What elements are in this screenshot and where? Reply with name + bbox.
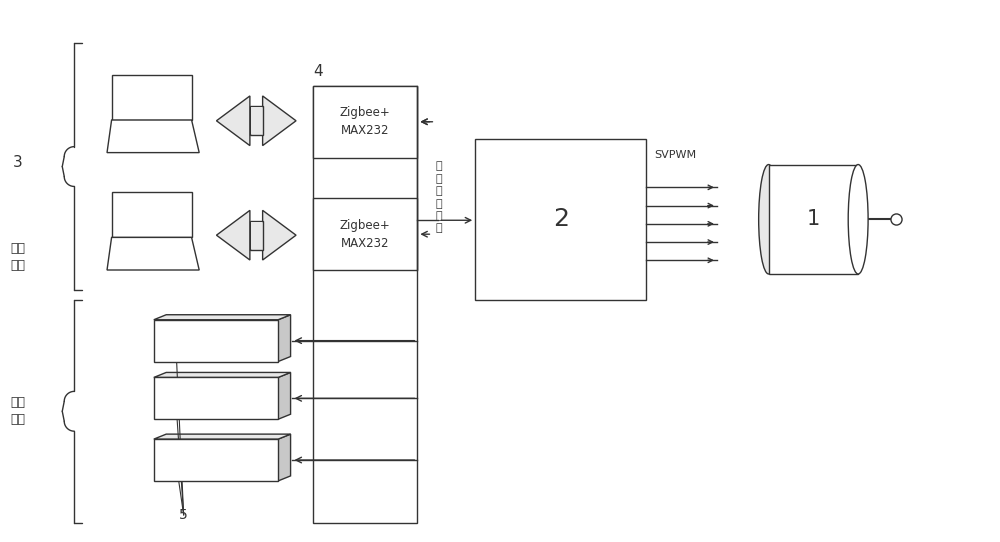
Text: 6: 6 [252, 237, 260, 250]
Text: 5: 5 [179, 508, 188, 522]
Bar [251, 222, 262, 249]
Bar [313, 86, 417, 522]
Bar [313, 198, 417, 270]
Bar [250, 221, 263, 250]
Bar [112, 192, 192, 237]
Bar [250, 106, 263, 136]
Bar [112, 75, 192, 120]
Polygon shape [107, 237, 199, 270]
Polygon shape [154, 372, 291, 377]
Polygon shape [154, 315, 291, 320]
Polygon shape [216, 96, 250, 146]
Polygon shape [278, 315, 291, 362]
Ellipse shape [848, 165, 868, 274]
Polygon shape [154, 434, 291, 439]
Bar [154, 320, 278, 362]
Bar [251, 107, 262, 134]
Text: 4: 4 [313, 63, 323, 79]
Text: 3: 3 [13, 155, 22, 170]
Text: SVPWM: SVPWM [654, 150, 696, 159]
Text: 6: 6 [252, 123, 260, 136]
Text: Zigbee+
MAX232: Zigbee+ MAX232 [340, 106, 391, 137]
Polygon shape [263, 96, 296, 146]
Polygon shape [263, 210, 296, 260]
Polygon shape [278, 372, 291, 419]
Bar [313, 86, 417, 158]
Bar [769, 165, 858, 274]
Text: Zigbee+
MAX232: Zigbee+ MAX232 [340, 218, 391, 250]
Text: 数
据
无
线
收
发: 数 据 无 线 收 发 [435, 162, 442, 234]
Bar [154, 377, 278, 419]
Bar [154, 439, 278, 481]
Text: 监测
节点: 监测 节点 [11, 396, 26, 426]
Polygon shape [278, 434, 291, 481]
Ellipse shape [759, 165, 779, 274]
Text: 调试
节点: 调试 节点 [11, 242, 26, 272]
Polygon shape [107, 120, 199, 153]
Text: 2: 2 [553, 207, 569, 231]
Polygon shape [216, 210, 250, 260]
Bar [475, 139, 646, 300]
Text: 1: 1 [807, 209, 820, 229]
